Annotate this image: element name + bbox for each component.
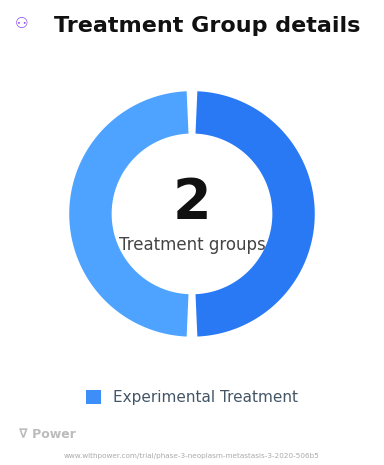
Polygon shape: [195, 91, 315, 337]
Text: Treatment groups: Treatment groups: [119, 236, 265, 254]
Text: ⚇: ⚇: [14, 16, 28, 31]
Text: 2: 2: [173, 176, 211, 230]
Text: www.withpower.com/trial/phase-3-neoplasm-metastasis-3-2020-506b5: www.withpower.com/trial/phase-3-neoplasm…: [64, 453, 320, 459]
Text: ∇ Power: ∇ Power: [19, 428, 76, 441]
Legend: Experimental Treatment: Experimental Treatment: [79, 384, 305, 411]
Polygon shape: [69, 91, 189, 337]
Text: Treatment Group details: Treatment Group details: [54, 16, 360, 36]
